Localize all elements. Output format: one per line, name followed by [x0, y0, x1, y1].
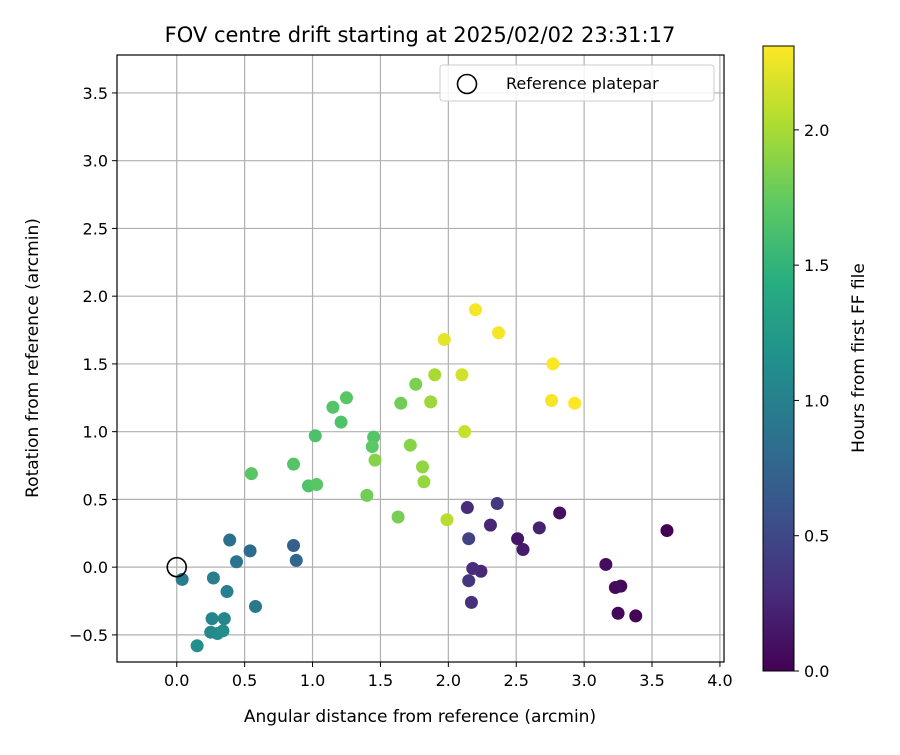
- y-axis-ticks: −0.5 0.0 0.5 1.0 1.5 2.0 2.5 3.0 3.5: [69, 84, 117, 645]
- data-point: [428, 368, 442, 382]
- data-point: [206, 571, 220, 585]
- y-tick-label: 2.0: [83, 287, 108, 306]
- colorbar-label: Hours from first FF file: [849, 263, 869, 453]
- data-point: [367, 430, 381, 444]
- data-point: [424, 395, 438, 409]
- data-point: [289, 553, 303, 567]
- y-tick-label: 2.5: [83, 219, 108, 238]
- data-point: [365, 440, 379, 454]
- x-tick-label: 1.0: [300, 671, 325, 690]
- colorbar-tick-label: 0.0: [804, 662, 829, 681]
- data-point: [492, 326, 506, 340]
- legend-box: [439, 64, 715, 102]
- data-point: [462, 532, 476, 546]
- colorbar-tick-label: 0.5: [804, 527, 829, 546]
- data-point: [660, 524, 674, 538]
- data-point: [216, 624, 230, 638]
- data-point: [249, 599, 263, 613]
- data-point: [360, 488, 374, 502]
- data-point: [391, 510, 405, 524]
- colorbar-tick-label: 1.0: [804, 391, 829, 410]
- data-point: [468, 303, 482, 317]
- data-point: [546, 357, 560, 371]
- data-point: [483, 518, 497, 532]
- data-point: [440, 513, 454, 527]
- data-point: [511, 532, 525, 546]
- y-tick-label: 0.5: [83, 490, 108, 509]
- data-point: [516, 543, 530, 557]
- data-point: [545, 394, 559, 408]
- y-tick-label: −0.5: [69, 626, 108, 645]
- data-point: [437, 333, 451, 347]
- x-tick-label: 3.0: [571, 671, 596, 690]
- data-point: [217, 612, 231, 626]
- y-axis-title: Rotation from reference (arcmin): [23, 218, 43, 498]
- data-point: [409, 377, 423, 391]
- data-point: [464, 595, 478, 609]
- data-point: [611, 606, 625, 620]
- legend: Reference platepar: [439, 64, 715, 102]
- data-point: [568, 396, 582, 410]
- data-point: [287, 538, 301, 552]
- data-point: [339, 391, 353, 405]
- grid-lines: [117, 55, 724, 662]
- data-point: [220, 585, 234, 599]
- data-point: [243, 544, 257, 558]
- x-tick-label: 2.5: [504, 671, 529, 690]
- x-tick-label: 0.0: [164, 671, 189, 690]
- data-point: [394, 396, 408, 410]
- x-tick-label: 2.0: [436, 671, 461, 690]
- colorbar-tick-label: 1.5: [804, 256, 829, 275]
- data-point: [553, 506, 567, 520]
- data-point: [532, 521, 546, 535]
- data-point: [244, 467, 258, 481]
- x-tick-label: 0.5: [232, 671, 257, 690]
- data-point: [287, 457, 301, 471]
- data-point: [466, 562, 480, 576]
- data-point: [310, 478, 324, 492]
- data-point: [326, 400, 340, 414]
- data-point: [458, 425, 472, 439]
- data-point: [223, 533, 237, 547]
- data-point: [455, 368, 469, 382]
- data-point: [462, 574, 476, 588]
- y-tick-label: 1.0: [83, 423, 108, 442]
- data-point: [190, 639, 204, 653]
- reference-platepar-marker: [166, 556, 188, 578]
- data-point: [229, 555, 243, 569]
- data-point: [205, 612, 219, 626]
- x-tick-label: 1.5: [368, 671, 393, 690]
- y-tick-label: 0.0: [83, 558, 108, 577]
- x-tick-label: 4.0: [707, 671, 732, 690]
- data-point: [629, 609, 643, 623]
- chart-title: FOV centre drift starting at 2025/02/02 …: [165, 23, 676, 47]
- data-point: [599, 557, 613, 571]
- y-tick-label: 1.5: [83, 355, 108, 374]
- data-point: [403, 438, 417, 452]
- legend-entry-label: Reference platepar: [506, 74, 659, 93]
- data-point: [308, 429, 322, 443]
- colorbar-tick-label: 2.0: [804, 121, 829, 140]
- y-tick-label: 3.5: [83, 84, 108, 103]
- data-points: [175, 303, 674, 653]
- data-point: [460, 501, 474, 515]
- data-point: [490, 496, 504, 510]
- colorbar-ticks: 0.0 0.5 1.0 1.5 2.0: [794, 121, 829, 681]
- x-axis-ticks: 0.0 0.5 1.0 1.5 2.0 2.5 3.0 3.5 4.0: [164, 662, 733, 690]
- data-point: [334, 415, 348, 429]
- x-axis-title: Angular distance from reference (arcmin): [244, 707, 596, 727]
- colorbar: [762, 45, 795, 672]
- data-point: [368, 453, 382, 467]
- legend-marker: [456, 73, 478, 95]
- data-point: [417, 475, 431, 489]
- x-tick-label: 3.5: [639, 671, 664, 690]
- plot-frame: [116, 54, 725, 663]
- data-point: [608, 580, 622, 594]
- y-tick-label: 3.0: [83, 152, 108, 171]
- data-point: [416, 460, 430, 474]
